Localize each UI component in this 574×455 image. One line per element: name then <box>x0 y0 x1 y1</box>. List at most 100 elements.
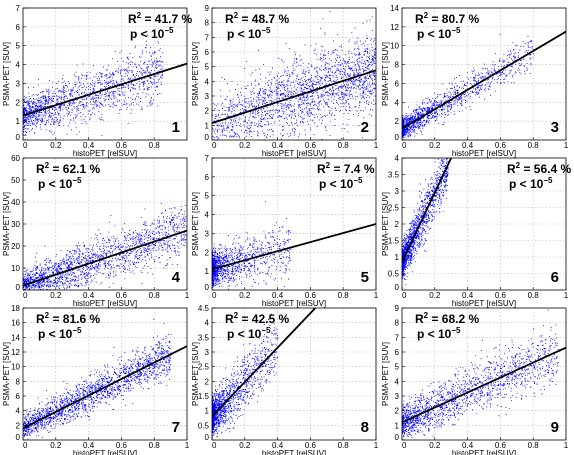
y-tick-label: 1 <box>16 117 21 126</box>
y-tick-label: 20 <box>11 242 20 251</box>
p-value-annotation: p < 10−5 <box>130 26 174 41</box>
x-axis-label: histoPET [relSUV] <box>73 449 137 455</box>
y-tick-label: 3 <box>395 187 400 196</box>
y-tick-label: 12 <box>390 23 399 32</box>
x-tick-label: 1 <box>564 291 569 300</box>
x-tick-label: 0.4 <box>272 291 284 300</box>
y-tick-label: 5 <box>205 63 210 72</box>
panel-number-label: 6 <box>551 269 559 286</box>
x-tick-label: 0.4 <box>83 141 95 150</box>
y-tick-label: 4 <box>395 377 400 386</box>
y-tick-label: 2 <box>205 248 210 257</box>
regression-line <box>212 308 316 418</box>
r-squared-annotation: R2 = 80.7 % <box>415 11 479 26</box>
x-axis-label: histoPET [relSUV] <box>262 299 326 308</box>
y-tick-label: 6 <box>205 173 210 182</box>
x-axis-label: histoPET [relSUV] <box>452 449 516 455</box>
y-tick-label: 2 <box>395 220 400 229</box>
y-tick-label: 9 <box>395 304 400 313</box>
y-tick-label: 1.5 <box>198 392 210 401</box>
y-tick-label: 2 <box>16 421 21 430</box>
x-tick-label: 0.2 <box>429 141 441 150</box>
y-tick-label: 0 <box>395 133 400 142</box>
axes-frame <box>211 7 377 141</box>
y-axis-label: PSMA-PET [SUV] <box>2 192 11 256</box>
x-tick-label: 0.2 <box>50 141 62 150</box>
x-tick-label: 0.4 <box>83 291 95 300</box>
y-tick-label: 2 <box>205 377 210 386</box>
y-tick-label: 4 <box>395 154 400 163</box>
y-tick-label: 30 <box>11 220 20 229</box>
y-tick-label: 7 <box>395 333 400 342</box>
p-value-annotation: p < 10−5 <box>417 26 461 41</box>
y-tick-label: 4.5 <box>198 304 210 313</box>
y-tick-label: 2 <box>205 107 210 116</box>
y-axis-label: PSMA-PET [SUV] <box>191 42 200 106</box>
y-tick-label: 3 <box>205 348 210 357</box>
x-tick-label: 0.6 <box>495 141 507 150</box>
y-tick-label: 40 <box>11 198 20 207</box>
y-tick-label: 12 <box>11 348 20 357</box>
x-tick-label: 0 <box>212 441 217 450</box>
axes-frame <box>401 307 567 441</box>
y-tick-label: 6 <box>395 348 400 357</box>
y-tick-label: 4 <box>205 319 210 328</box>
x-tick-label: 1 <box>185 291 190 300</box>
y-tick-label: 8 <box>395 61 400 70</box>
regression-line <box>402 30 566 130</box>
x-tick-label: 0 <box>212 141 217 150</box>
y-axis-label: PSMA-PET [SUV] <box>381 192 390 256</box>
x-axis-label: histoPET [relSUV] <box>262 149 326 158</box>
plot-area <box>402 308 566 440</box>
r-squared-annotation: R2 = 42.5 % <box>225 311 289 326</box>
x-tick-label: 0.6 <box>305 141 317 150</box>
y-tick-label: 8 <box>205 19 210 28</box>
x-axis-label: histoPET [relSUV] <box>452 299 516 308</box>
y-axis-label: PSMA-PET [SUV] <box>381 42 390 106</box>
x-tick-label: 0 <box>23 141 28 150</box>
y-tick-label: 14 <box>11 333 20 342</box>
x-tick-label: 0.8 <box>149 291 161 300</box>
y-tick-label: 3.5 <box>198 333 210 342</box>
x-tick-label: 0.4 <box>462 441 474 450</box>
scatter-panel-9: 0 0.2 0.4 0.6 0.8 1 0 1 2 3 4 5 6 7 8 9 histoPET [relSUV… <box>381 304 569 455</box>
regression-line <box>23 345 187 430</box>
x-tick-label: 0.8 <box>338 291 350 300</box>
y-tick-label: 2 <box>395 407 400 416</box>
x-axis-label: histoPET [relSUV] <box>73 149 137 158</box>
x-tick-label: 0.4 <box>462 291 474 300</box>
y-tick-label: 0 <box>16 283 21 292</box>
y-tick-label: 0.5 <box>388 270 400 279</box>
y-tick-label: 6 <box>16 23 21 32</box>
scatter-panel-8: 0 0.2 0.4 0.6 0.8 1 0 0.5 1 1.5 2 2.5 3 3.5 4 4.5 histoP… <box>191 304 379 455</box>
y-tick-label: 6 <box>205 48 210 57</box>
y-tick-label: 60 <box>11 154 20 163</box>
y-tick-label: 7 <box>205 154 210 163</box>
scatter-panel-5: 0 0.2 0.4 0.6 0.8 1 0 1 2 3 4 5 6 7 histoPET [relSUV] P… <box>191 154 379 308</box>
scatter-panel-1: 0 0.2 0.4 0.6 0.8 0 1 2 3 4 5 6 7 histoPET [relSUV] PS… <box>2 4 192 158</box>
regression-line <box>23 62 187 117</box>
y-tick-label: 7 <box>16 4 21 13</box>
y-axis-label: PSMA-PET [SUV] <box>2 42 11 106</box>
x-tick-label: 1 <box>564 441 569 450</box>
x-axis-label: histoPET [relSUV] <box>262 449 326 455</box>
regression-line <box>212 223 376 271</box>
x-axis-label: histoPET [relSUV] <box>452 149 516 158</box>
x-axis-label: histoPET [relSUV] <box>73 299 137 308</box>
y-tick-label: 3.5 <box>388 171 400 180</box>
x-tick-label: 0.4 <box>272 441 284 450</box>
y-tick-label: 3 <box>205 229 210 238</box>
y-tick-label: 3 <box>395 392 400 401</box>
y-tick-label: 4 <box>395 98 400 107</box>
y-tick-label: 0 <box>16 433 21 442</box>
y-tick-label: 10 <box>11 264 20 273</box>
p-value-annotation: p < 10−5 <box>38 326 82 341</box>
x-tick-label: 0.6 <box>305 291 317 300</box>
y-tick-label: 50 <box>11 176 20 185</box>
x-tick-label: 0.6 <box>116 141 128 150</box>
x-tick-label: 0 <box>212 291 217 300</box>
axes-frame <box>211 157 377 291</box>
x-tick-label: 1 <box>374 291 379 300</box>
